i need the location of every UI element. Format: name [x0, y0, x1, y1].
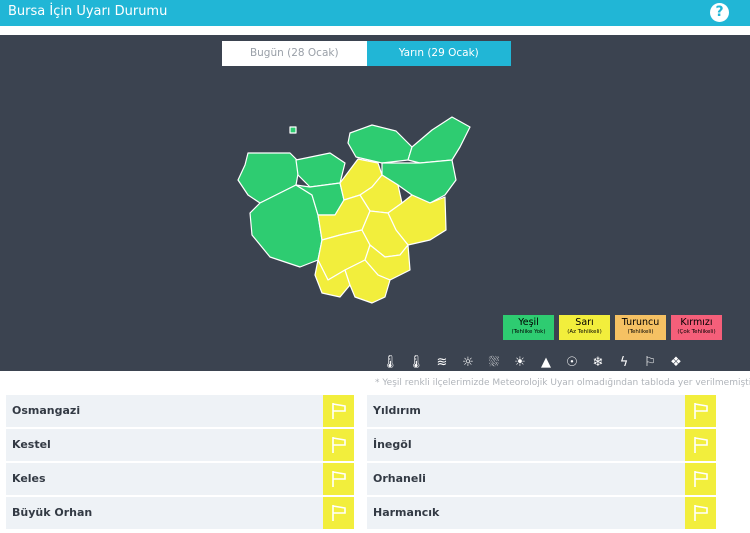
table-row[interactable]: Harmancık [367, 497, 716, 529]
district-harmancik[interactable] [314, 259, 351, 298]
legend-yellow-name: Sarı [575, 317, 594, 328]
table-row[interactable]: Kestel [6, 429, 354, 461]
legend-red-desc: (Çok Tehlikeli) [677, 329, 716, 335]
sun-cloud-icon[interactable]: ☀ [514, 355, 526, 370]
snow-icon[interactable]: ❄ [592, 355, 604, 370]
legend-orange-desc: (Tehlikeli) [627, 329, 654, 335]
tab-today[interactable]: Bugün (28 Ocak) [222, 41, 367, 66]
wind-icon [323, 497, 354, 529]
district-name: Kestel [12, 438, 51, 451]
district-name: Keles [12, 472, 46, 485]
question-icon[interactable]: ? [710, 3, 729, 22]
legend-orange: Turuncu (Tehlikeli) [615, 315, 666, 340]
legend-yellow-desc: (Az Tehlikeli) [567, 329, 602, 335]
district-name: Osmangazi [12, 404, 81, 417]
wind-icon [323, 463, 354, 495]
dust-icon[interactable]: ☼ [462, 355, 474, 370]
wind-icon [323, 429, 354, 461]
district-nilufer-island[interactable] [289, 126, 297, 134]
table-row[interactable]: Orhaneli [367, 463, 716, 495]
page-title: Bursa İçin Uyarı Durumu [8, 4, 168, 19]
district-map [237, 116, 471, 304]
district-iznik[interactable] [347, 124, 413, 164]
table-row[interactable]: Yıldırım [367, 395, 716, 427]
header-bar: Bursa İçin Uyarı Durumu ? [0, 0, 750, 26]
hot-icon[interactable]: ☉ [566, 355, 578, 370]
legend-yellow: Sarı (Az Tehlikeli) [559, 315, 610, 340]
table-row[interactable]: İnegöl [367, 429, 716, 461]
footnote: * Yeşil renkli ilçelerimizde Meteoroloji… [375, 378, 750, 388]
legend: Yeşil (Tehlike Yok) Sarı (Az Tehlikeli) … [503, 315, 727, 340]
district-gemlik[interactable] [295, 152, 346, 188]
thermometer-high-icon[interactable]: 🌡 [407, 355, 425, 370]
legend-red-name: Kırmızı [680, 317, 713, 328]
wind-icon [323, 395, 354, 427]
district-name: Harmancık [373, 506, 440, 519]
day-tabs: Bugün (28 Ocak) Yarın (29 Ocak) [222, 41, 511, 66]
district-orhangazi[interactable] [407, 116, 471, 164]
wind-icon [685, 395, 716, 427]
hail-icon[interactable]: ❖ [670, 355, 682, 370]
legend-red: Kırmızı (Çok Tehlikeli) [671, 315, 722, 340]
thermometer-low-icon[interactable]: 🌡 [381, 355, 399, 370]
legend-green: Yeşil (Tehlike Yok) [503, 315, 554, 340]
table-row[interactable]: Büyük Orhan [6, 497, 354, 529]
hazard-icons: 🌡 🌡 ≋ ☼ ⛆ ☀ ▲ ☉ ❄ ϟ ⚐ ❖ [380, 353, 692, 373]
avalanche-icon[interactable]: ▲ [541, 355, 551, 370]
rain-icon[interactable]: ⛆ [488, 355, 500, 370]
district-name: Büyük Orhan [12, 506, 93, 519]
table-row[interactable]: Osmangazi [6, 395, 354, 427]
tab-tomorrow[interactable]: Yarın (29 Ocak) [366, 41, 511, 66]
legend-green-name: Yeşil [518, 317, 539, 328]
district-name: Yıldırım [373, 404, 421, 417]
legend-orange-name: Turuncu [621, 317, 660, 328]
table-row[interactable]: Keles [6, 463, 354, 495]
wind-icon [685, 463, 716, 495]
lightning-icon[interactable]: ϟ [619, 355, 629, 370]
legend-green-desc: (Tehlike Yok) [511, 329, 546, 335]
district-name: Orhaneli [373, 472, 426, 485]
district-buyukorhan[interactable] [344, 259, 391, 304]
wind-icon[interactable]: ⚐ [644, 355, 656, 370]
wind-icon [685, 429, 716, 461]
wind-icon [685, 497, 716, 529]
district-name: İnegöl [373, 438, 412, 451]
fog-icon[interactable]: ≋ [436, 355, 448, 370]
map-panel: Bugün (28 Ocak) Yarın (29 Ocak) Yeşil (T… [0, 35, 750, 371]
